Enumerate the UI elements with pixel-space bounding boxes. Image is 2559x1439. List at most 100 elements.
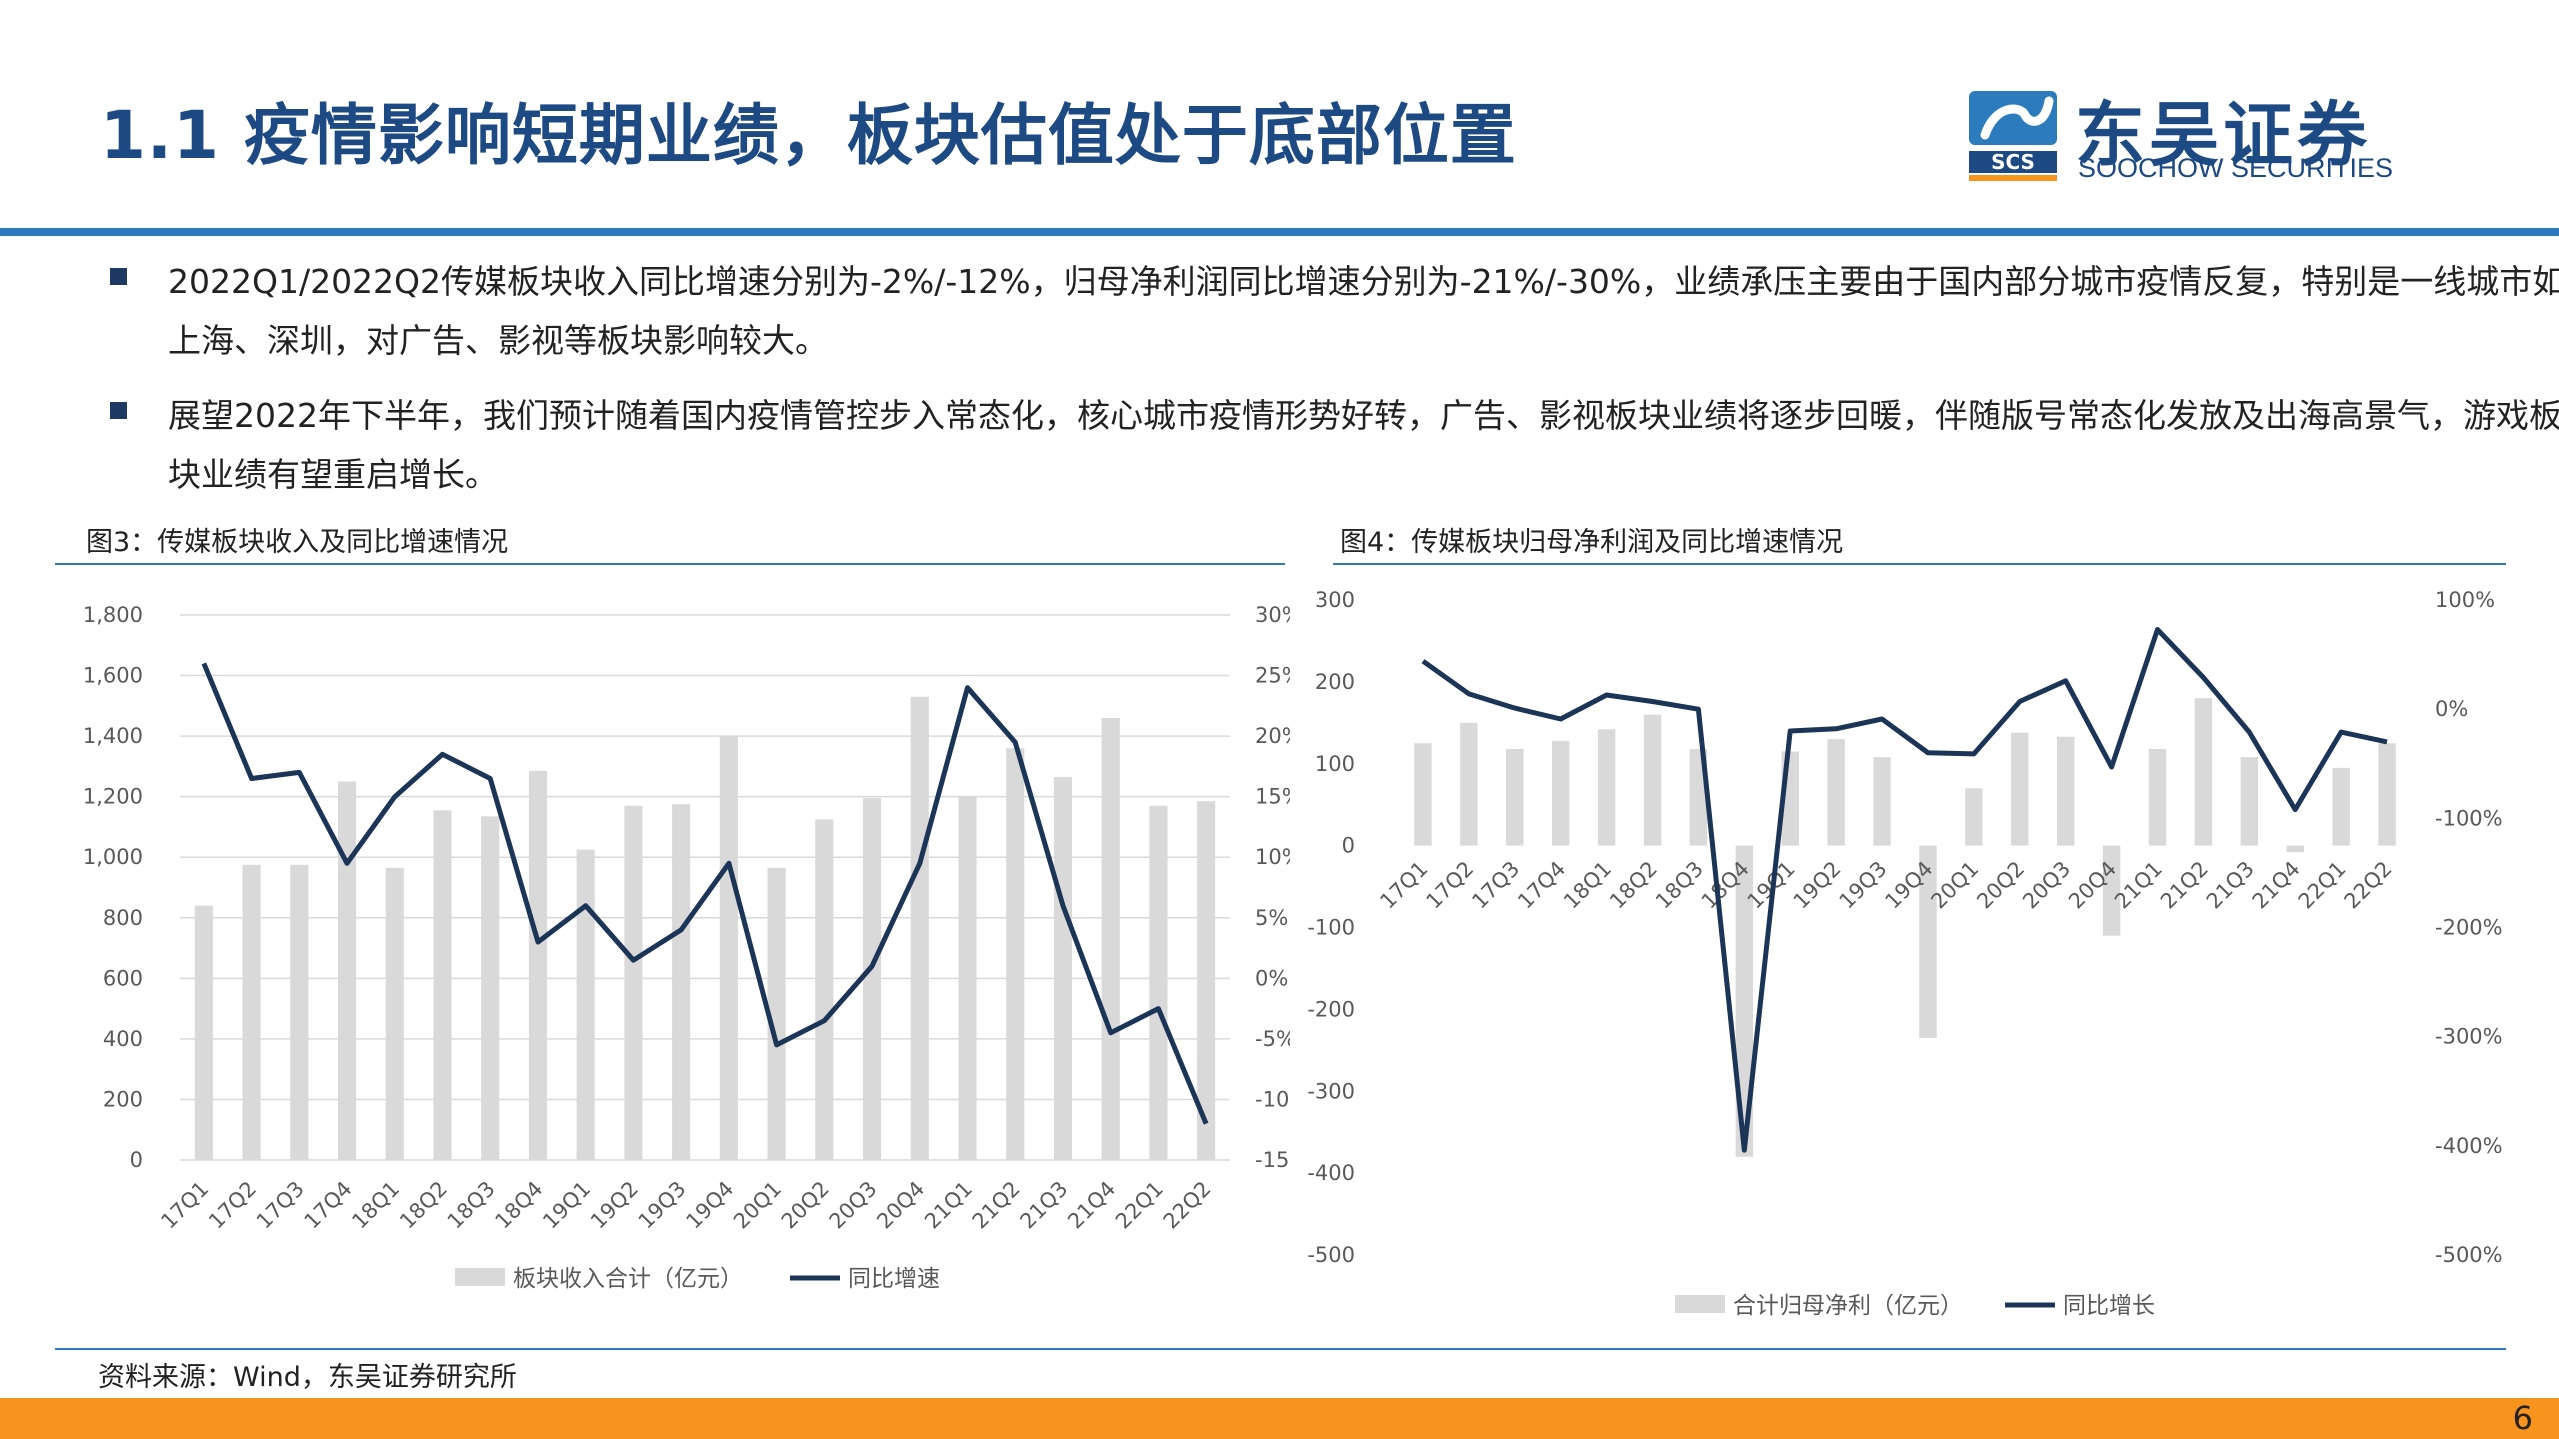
y-left-tick-label: 1,600 bbox=[83, 664, 143, 688]
x-tick-label: 21Q4 bbox=[1063, 1177, 1120, 1234]
x-tick-label: 17Q4 bbox=[1513, 857, 1570, 914]
y-left-tick-label: 1,200 bbox=[83, 785, 143, 809]
y-right-tick-label: -200% bbox=[2435, 916, 2503, 940]
x-tick-label: 21Q2 bbox=[968, 1177, 1025, 1234]
y-right-tick-label: 30% bbox=[1255, 603, 1290, 627]
logo-english-name: SOOCHOW SECURITIES bbox=[2078, 153, 2394, 183]
svg-text:SCS: SCS bbox=[1991, 150, 2035, 174]
bar-20Q4 bbox=[910, 696, 929, 1160]
x-tick-label: 17Q2 bbox=[1421, 857, 1478, 914]
y-left-tick-label: 1,400 bbox=[83, 724, 143, 748]
source-rule bbox=[55, 1348, 2506, 1350]
bar-18Q1 bbox=[385, 867, 404, 1160]
x-tick-label: 21Q1 bbox=[920, 1177, 977, 1234]
bar-21Q1 bbox=[958, 796, 977, 1160]
bar-19Q4 bbox=[719, 736, 738, 1160]
y-left-tick-label: -300 bbox=[1307, 1079, 1355, 1103]
bar-18Q1 bbox=[1597, 729, 1616, 846]
bar-20Q1 bbox=[767, 867, 786, 1160]
x-tick-label: 22Q1 bbox=[1111, 1177, 1168, 1234]
bar-17Q4 bbox=[337, 781, 357, 1160]
bar-22Q1 bbox=[2332, 767, 2350, 846]
y-right-tick-label: -10% bbox=[1255, 1087, 1290, 1111]
revenue-chart: 0 200 400 600 800 1,000 1,200 1,400 1,600 1,800 -1… bbox=[83, 603, 1290, 1292]
y-left-tick-label: -500 bbox=[1307, 1243, 1355, 1267]
bar-18Q2 bbox=[433, 810, 452, 1160]
bar-17Q2 bbox=[242, 864, 261, 1160]
bar-17Q3 bbox=[1506, 749, 1524, 846]
bar-20Q4 bbox=[2102, 845, 2121, 936]
bar-22Q2 bbox=[2378, 743, 2396, 846]
x-tick-label: 21Q4 bbox=[2248, 857, 2305, 914]
x-tick-label: 18Q2 bbox=[1605, 857, 1662, 914]
x-tick-label: 18Q2 bbox=[395, 1177, 452, 1234]
bar-18Q2 bbox=[1643, 714, 1662, 846]
bullet-square-icon bbox=[110, 402, 127, 419]
bar-19Q2 bbox=[1827, 739, 1845, 846]
x-tick-label: 18Q1 bbox=[347, 1177, 404, 1234]
y-left-tick-label: 0 bbox=[1342, 834, 1355, 858]
x-tick-label: 19Q2 bbox=[1789, 857, 1846, 914]
x-tick-label: 17Q3 bbox=[252, 1177, 309, 1234]
bar-20Q1 bbox=[1965, 788, 1983, 846]
x-tick-label: 22Q1 bbox=[2294, 857, 2351, 914]
x-tick-label: 19Q1 bbox=[538, 1177, 595, 1234]
bar-21Q2 bbox=[2194, 698, 2213, 846]
x-tick-label: 19Q2 bbox=[586, 1177, 643, 1234]
growth-line bbox=[201, 662, 1209, 1125]
y-right-tick-label: -5% bbox=[1255, 1027, 1290, 1051]
y-right-tick-label: -500% bbox=[2435, 1243, 2503, 1267]
y-left-tick-label: 300 bbox=[1315, 588, 1355, 612]
source-note: 资料来源：Wind，东吴证券研究所 bbox=[98, 1362, 517, 1393]
y-right-tick-label: 0% bbox=[2435, 697, 2468, 721]
logo-chinese-name: 东吴证券 bbox=[2075, 94, 2371, 176]
y-right-tick-label: -15% bbox=[1255, 1148, 1290, 1172]
y-right-tick-label: 20% bbox=[1255, 724, 1290, 748]
bar-17Q4 bbox=[1551, 740, 1570, 846]
bar-19Q3 bbox=[672, 804, 691, 1160]
x-tick-label: 17Q1 bbox=[1375, 857, 1432, 914]
y-left-tick-label: 200 bbox=[1315, 670, 1355, 694]
bullet-text: 2022Q1/2022Q2传媒板块收入同比增速分别为-2%/-12%，归母净利润… bbox=[168, 262, 2559, 360]
legend-line-label: 同比增长 bbox=[2063, 1293, 2155, 1319]
net-profit-chart: -500 -400 -300 -200 -100 0 100 200 300 -500% -400%… bbox=[1307, 588, 2503, 1319]
figure-4-rule bbox=[1333, 563, 2506, 565]
page-number: 6 bbox=[2512, 1399, 2533, 1437]
x-tick-label: 17Q4 bbox=[300, 1177, 357, 1234]
header-divider bbox=[0, 228, 2559, 236]
bar-19Q2 bbox=[624, 805, 643, 1160]
x-tick-label: 21Q3 bbox=[1015, 1177, 1072, 1234]
bullet-text: 展望2022年下半年，我们预计随着国内疫情管控步入常态化，核心城市疫情形势好转，… bbox=[168, 396, 2559, 494]
bar-20Q2 bbox=[815, 819, 834, 1160]
bar-18Q4 bbox=[1735, 845, 1754, 1157]
bar-21Q4 bbox=[2286, 845, 2304, 853]
y-right-tick-label: 15% bbox=[1255, 785, 1290, 809]
x-tick-label: 20Q3 bbox=[825, 1177, 882, 1234]
bar-19Q3 bbox=[1873, 757, 1891, 846]
legend-bar-swatch bbox=[455, 1268, 505, 1286]
bar-20Q3 bbox=[2056, 736, 2075, 846]
legend-line-label: 同比增速 bbox=[848, 1266, 940, 1292]
x-tick-label: 19Q3 bbox=[634, 1177, 691, 1234]
x-tick-label: 22Q2 bbox=[1159, 1177, 1216, 1234]
y-right-tick-label: -400% bbox=[2435, 1134, 2503, 1158]
x-tick-label: 19Q4 bbox=[681, 1177, 738, 1234]
y-right-tick-label: -100% bbox=[2435, 806, 2503, 830]
y-right-tick-label: 10% bbox=[1255, 845, 1290, 869]
y-right-tick-label: 0% bbox=[1255, 966, 1288, 990]
x-tick-label: 21Q3 bbox=[2202, 857, 2259, 914]
y-left-tick-label: -200 bbox=[1307, 997, 1355, 1021]
bar-18Q3 bbox=[481, 816, 500, 1160]
y-left-tick-label: 400 bbox=[103, 1027, 143, 1051]
x-tick-label: 20Q4 bbox=[872, 1177, 929, 1234]
y-left-tick-label: -100 bbox=[1307, 916, 1355, 940]
company-logo: SCS 东吴证券 SOOCHOW SECURITIES bbox=[1965, 85, 2415, 185]
bar-19Q1 bbox=[576, 849, 595, 1160]
scs-logo-icon: SCS bbox=[1969, 91, 2057, 181]
bar-17Q3 bbox=[290, 864, 309, 1160]
y-left-tick-label: -400 bbox=[1307, 1161, 1355, 1185]
bar-21Q2 bbox=[1006, 748, 1025, 1160]
y-left-tick-label: 600 bbox=[103, 966, 143, 990]
bar-22Q1 bbox=[1149, 805, 1168, 1160]
bar-17Q1 bbox=[1414, 743, 1432, 846]
